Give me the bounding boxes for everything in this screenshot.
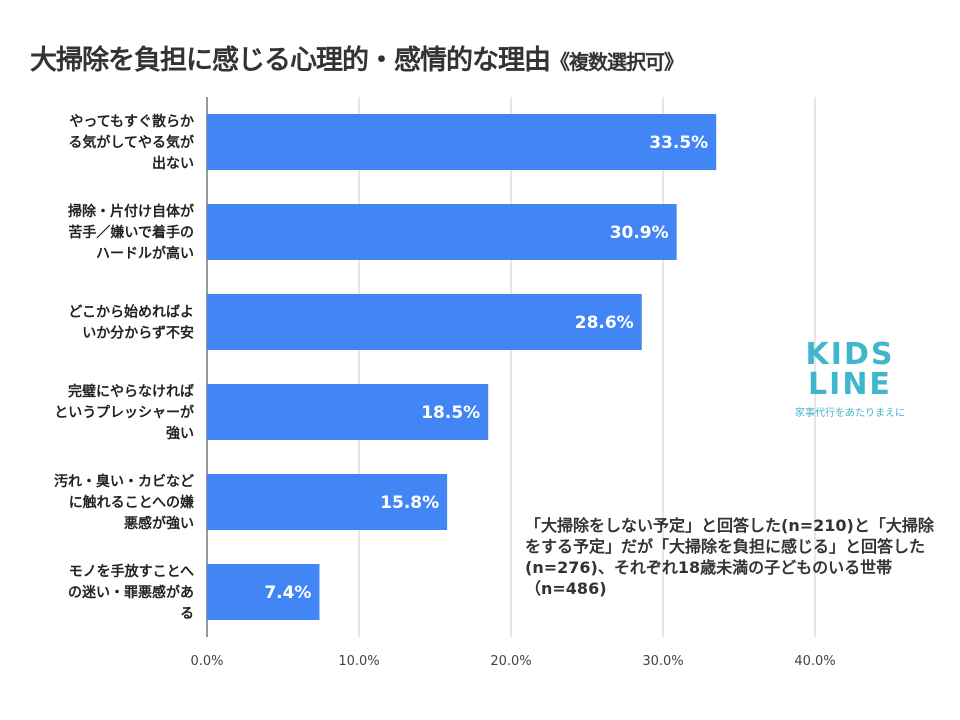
category-label: やってもすぐ散らか [69,113,194,130]
category-label: 完璧にやらなければ [68,383,194,400]
category-label: 苦手／嫌いで着手の [68,224,194,241]
category-label: の迷い・罪悪感があ [68,584,194,601]
category-label: に触れることへの嫌 [69,494,194,511]
category-label: 出ない [152,155,194,172]
logo-tagline: 家事代行をあたりまえに [795,408,905,419]
chart-title: 大掃除を負担に感じる心理的・感情的な理由《複数選択可》 [30,38,684,77]
category-label: というプレッシャーが [54,404,195,421]
data-label: 18.5% [421,403,480,423]
kidsline-logo: KIDS LINE 家事代行をあたりまえに [785,337,915,420]
category-label: 悪感が強い [124,515,194,532]
x-tick-label: 10.0% [338,654,379,669]
category-label: る [180,606,194,622]
logo-text-1: KIDS [805,337,895,372]
category-label: 汚れ・臭い・カビなど [54,473,194,490]
title-text: 大掃除を負担に感じる心理的・感情的な理由 [30,45,551,76]
category-label: ハードルが高い [96,245,194,262]
data-label: 7.4% [264,583,311,603]
bar [207,474,448,530]
bar [207,564,320,620]
logo-text-2: LINE [808,367,892,402]
x-tick-label: 0.0% [190,654,223,669]
data-label: 28.6% [575,313,634,333]
category-label: どこから始めればよ [68,304,194,321]
category-label: 強い [166,425,194,442]
data-label: 30.9% [610,223,669,243]
data-label: 33.5% [649,133,708,153]
category-label: モノを手放すことへ [69,563,194,580]
bar [207,114,717,170]
x-tick-label: 40.0% [794,654,835,669]
footnote: 「大掃除をしない予定」と回答した(n=210)と「大掃除をする予定」だが「大掃除… [525,516,934,598]
bar [207,384,489,440]
x-tick-label: 30.0% [642,654,683,669]
category-label: る気がしてやる気が [68,134,195,151]
category-label: いか分からず不安 [82,325,194,342]
subtitle-text: 《複数選択可》 [550,50,684,74]
bar [207,204,677,260]
bar [207,294,642,350]
category-label: 掃除・片付け自体が [68,203,195,220]
x-tick-label: 20.0% [490,654,531,669]
data-label: 15.8% [380,493,439,513]
